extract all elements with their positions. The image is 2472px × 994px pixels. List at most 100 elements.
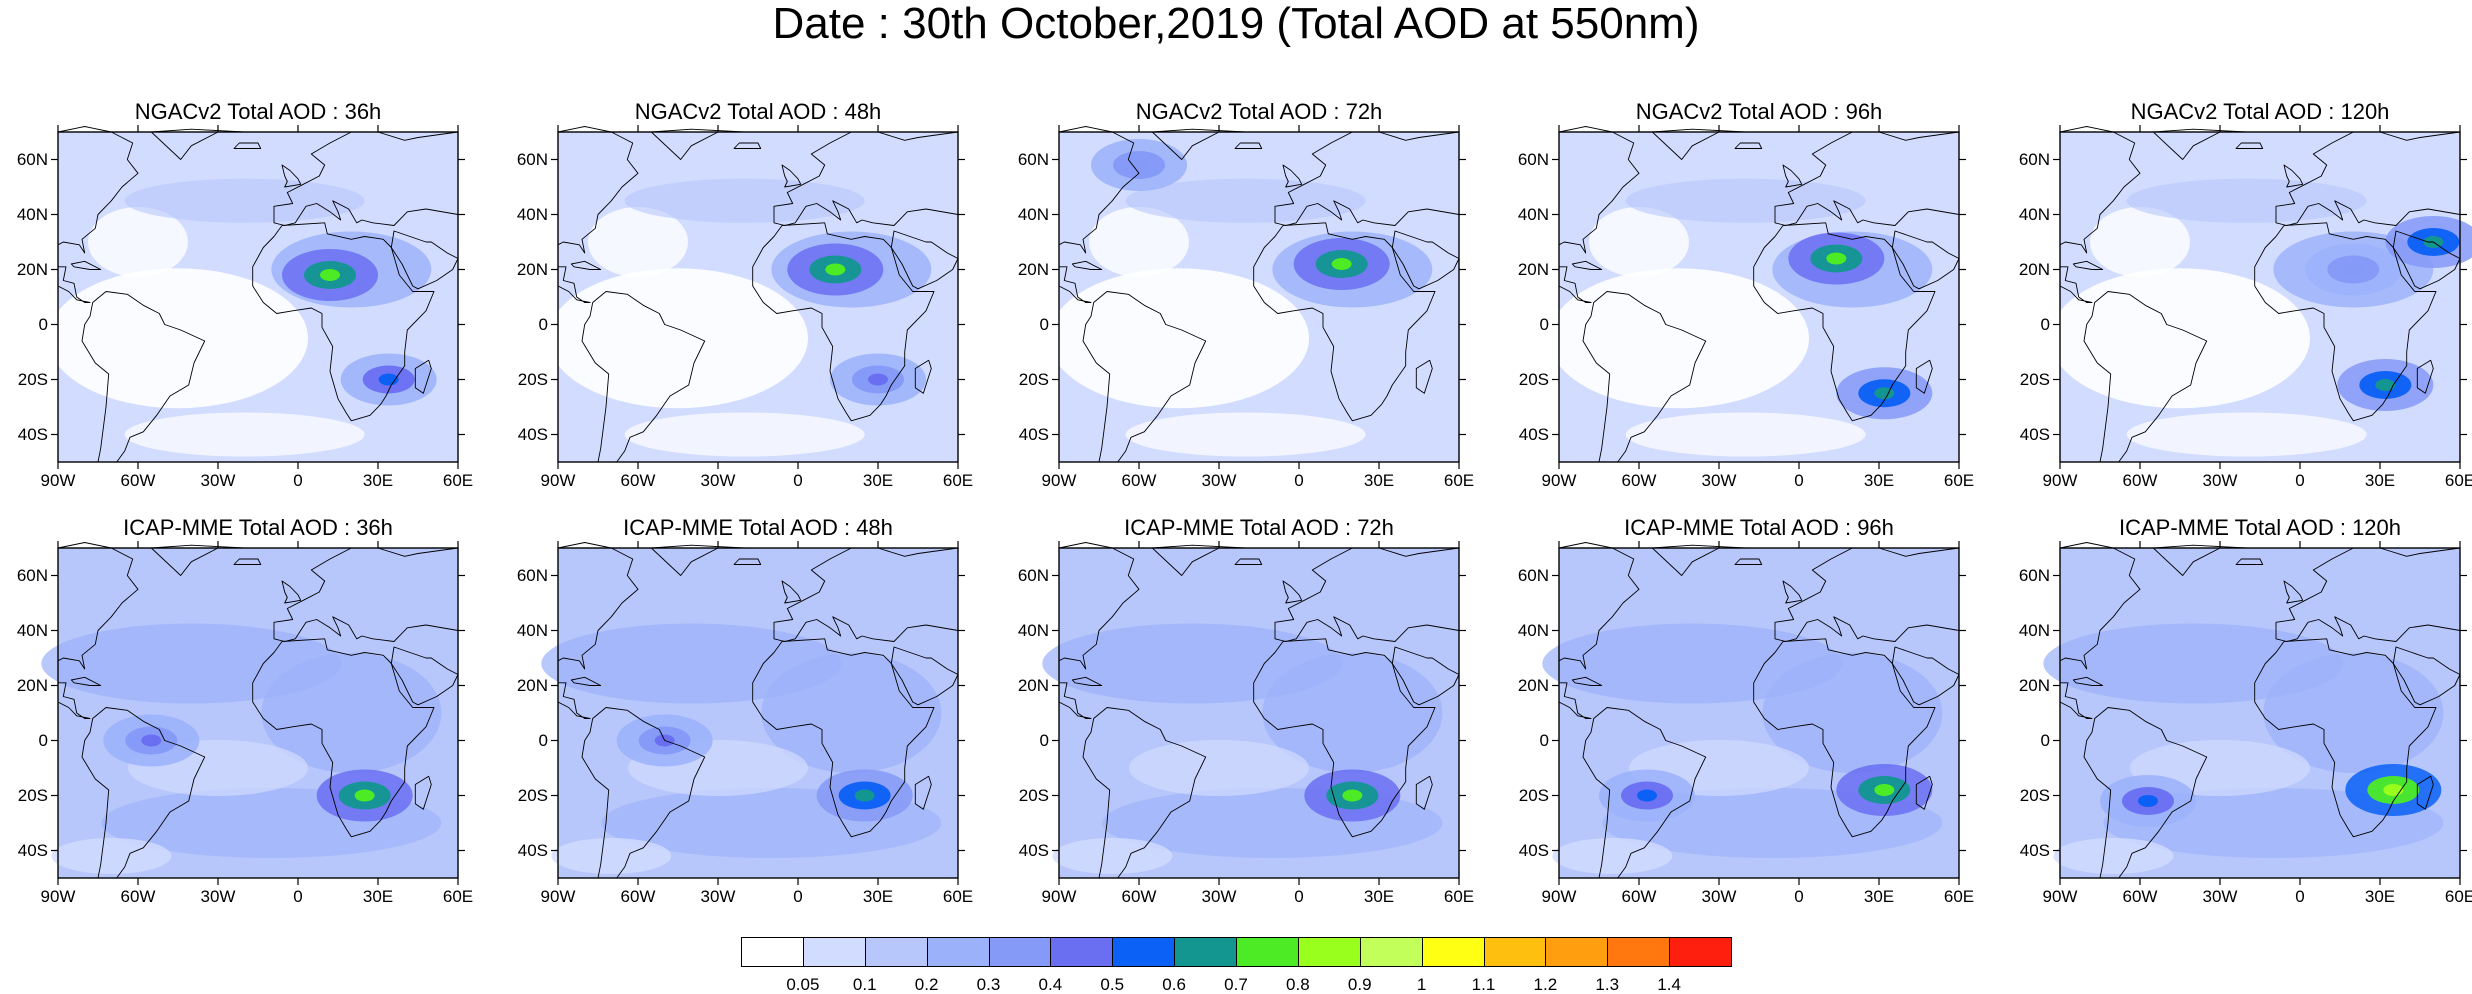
lat-label: 40S <box>1018 424 1049 444</box>
coastline-europe <box>273 547 459 642</box>
coastline-south-america <box>81 707 206 879</box>
panel-title: NGACv2 Total AOD : 48h <box>634 99 882 124</box>
aod-clean-region <box>1089 207 1189 277</box>
colorbar-label: 0.6 <box>1162 975 1186 994</box>
colorbar-label: 0.1 <box>852 975 877 994</box>
lat-label: 40N <box>1017 620 1049 640</box>
lon-label: 90W <box>1541 887 1577 906</box>
coastline-north-america <box>1558 542 1640 670</box>
panel-title: ICAP-MME Total AOD : 48h <box>623 515 893 540</box>
aod-band <box>1625 178 1866 223</box>
figure-title: Date : 30th October,2019 (Total AOD at 5… <box>772 0 1700 48</box>
lat-label: 20N <box>1017 675 1049 695</box>
coastline-uk <box>281 580 302 604</box>
colorbar-box <box>1545 937 1609 967</box>
colorbar-label: 1 <box>1416 975 1427 994</box>
coastline-africa <box>2254 638 2437 838</box>
colorbar-label: 0.2 <box>914 975 939 994</box>
lat-label: 40S <box>2019 840 2050 860</box>
lat-label: 20N <box>2018 675 2050 695</box>
coastline-europe <box>1774 131 1960 226</box>
coastline-uk <box>1782 164 1803 188</box>
aod-clean-region <box>1049 268 1309 409</box>
coastline-south-america <box>1082 291 1207 463</box>
lat-label: 60N <box>1017 565 1049 585</box>
coastline-madagascar <box>1915 775 1933 810</box>
lat-label: 0 <box>2040 314 2050 334</box>
coastline-north-america <box>557 542 639 670</box>
map-panel-ngac-36: NGACv2 Total AOD : 36h 60N 40N 20N 0 20S 40S 90… <box>17 100 473 490</box>
aod-clean-region <box>124 412 365 457</box>
coastline-cuba <box>570 260 602 270</box>
map-panel-ngac-48: NGACv2 Total AOD : 48h 60N 40N 20N 0 20S 40S 90… <box>517 100 973 490</box>
lon-label: 0 <box>293 471 303 490</box>
lat-label: 20N <box>2018 259 2050 279</box>
lat-label: 20N <box>1517 675 1549 695</box>
lat-label: 40N <box>16 620 48 640</box>
lat-label: 0 <box>538 730 548 750</box>
lat-label: 20S <box>1518 785 1549 805</box>
colorbar-box <box>926 937 990 967</box>
lat-label: 20N <box>1017 259 1049 279</box>
lon-label: 30W <box>1701 471 1737 490</box>
aod-band <box>2043 623 2344 704</box>
colorbar-box <box>1669 937 1732 967</box>
lon-label: 0 <box>293 887 303 906</box>
lon-label: 60E <box>1443 471 1475 490</box>
lon-label: 90W <box>1041 471 1077 490</box>
colorbar-label: 1.2 <box>1533 975 1558 994</box>
map-frame <box>2059 131 2461 463</box>
coastline-africa <box>252 222 435 422</box>
lon-label: 60W <box>1621 887 1657 906</box>
coastline-madagascar <box>2416 775 2434 810</box>
lon-label: 0 <box>2295 887 2305 906</box>
coastline-central-america <box>557 266 591 303</box>
lat-label: 40N <box>2018 204 2050 224</box>
coastline-iceland <box>733 558 762 565</box>
coastline-iceland <box>1234 558 1263 565</box>
lon-label: 30W <box>700 471 736 490</box>
aod-band <box>761 653 942 773</box>
lat-label: 40S <box>517 424 548 444</box>
coastline-europe <box>1274 131 1460 226</box>
coastline-north-america <box>1558 126 1640 254</box>
coastline-africa <box>1753 638 1936 838</box>
lon-label: 90W <box>2042 887 2078 906</box>
lat-label: 20S <box>17 785 48 805</box>
coastline-central-america <box>1558 682 1592 719</box>
lat-label: 60N <box>516 565 548 585</box>
aod-band <box>1129 740 1309 796</box>
lon-label: 90W <box>40 471 76 490</box>
lon-label: 60E <box>442 471 474 490</box>
lon-label: 30E <box>1863 887 1895 906</box>
lon-label: 30E <box>862 887 894 906</box>
lon-label: 30W <box>2202 471 2238 490</box>
lon-label: 30W <box>2202 887 2238 906</box>
coastline-europe <box>273 131 459 226</box>
lon-label: 30E <box>362 887 394 906</box>
aod-map <box>1049 125 1466 469</box>
map-frame <box>1058 547 1460 879</box>
coastline-madagascar <box>914 359 932 394</box>
colorbar-box <box>802 937 866 967</box>
colorbar-label: 0.4 <box>1038 975 1063 994</box>
map-frame <box>57 131 459 463</box>
lon-label: 0 <box>2295 471 2305 490</box>
coastline-madagascar <box>2416 359 2434 394</box>
coastline-north-america <box>1058 542 1140 670</box>
aod-band <box>2126 178 2367 223</box>
aod-clean-region <box>2126 412 2367 457</box>
colorbar-label: 0.8 <box>1286 975 1310 994</box>
map-panel-icap-48: ICAP-MME Total AOD : 48h 60N 40N 20N 0 20S 40S… <box>517 516 973 906</box>
aod-hotspot-peak <box>141 734 162 747</box>
lat-label: 60N <box>16 149 48 169</box>
coastline-africa <box>752 638 935 838</box>
colorbar-label: 0.05 <box>786 975 820 994</box>
lon-label: 60W <box>2122 471 2158 490</box>
lon-label: 30E <box>2364 887 2396 906</box>
coastline-cuba <box>1071 676 1103 686</box>
lon-label: 60W <box>1121 887 1157 906</box>
lon-label: 0 <box>1794 471 1804 490</box>
map-panel-ngac-96: NGACv2 Total AOD : 96h 60N 40N 20N 0 20S 40S 90… <box>1518 100 1974 490</box>
colorbar-label: 0.5 <box>1100 975 1125 994</box>
